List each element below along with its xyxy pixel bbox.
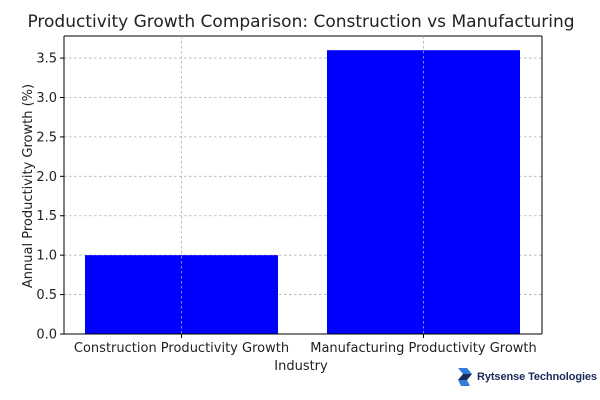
company-name: Rytsense Technologies [477,371,597,383]
chart-title: Productivity Growth Comparison: Construc… [27,12,574,32]
y-tick-label: 3.5 [36,52,57,67]
x-tick-label: Construction Productivity Growth [74,341,289,356]
y-tick-label: 1.5 [36,209,57,224]
y-tick-label: 0.5 [36,288,57,303]
y-tick-label: 1.0 [36,249,57,264]
x-tick-label: Manufacturing Productivity Growth [310,341,537,356]
y-tick-label: 2.5 [36,130,57,145]
x-axis-label: Industry [274,359,328,374]
rytsense-logo-icon [458,368,472,386]
y-axis-label: Annual Productivity Growth (%) [21,84,36,288]
y-tick-label: 2.0 [36,170,57,185]
y-tick-label: 3.0 [36,91,57,106]
x-axis-ticks: Construction Productivity Growth Manufact… [74,36,537,356]
bars [85,50,520,334]
y-tick-label: 0.0 [36,328,57,343]
axes [63,35,543,335]
y-axis-ticks: 0.0 0.5 1.0 1.5 2.0 2.5 3.0 3.5 [36,52,64,343]
company-logo: Rytsense Technologies [456,367,597,387]
